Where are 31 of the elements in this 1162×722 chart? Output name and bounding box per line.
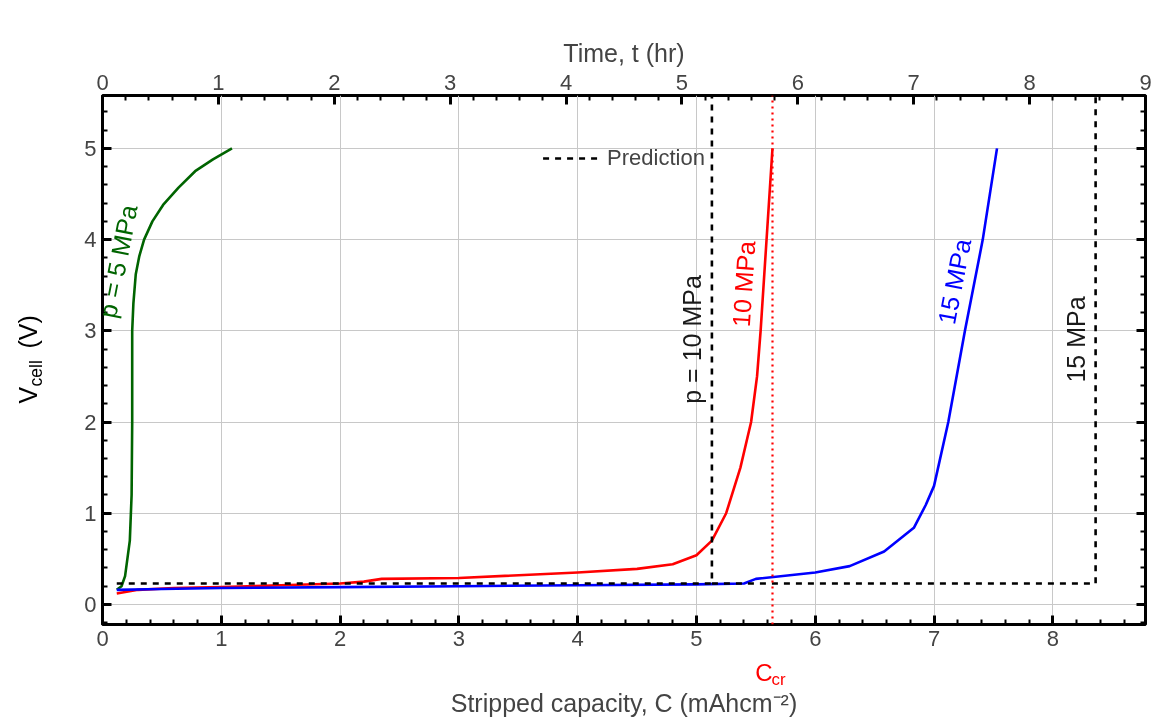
x-tick-label: 5 (690, 625, 703, 651)
x2-tick-label: 9 (1139, 69, 1152, 95)
x-tick-label: 6 (809, 625, 822, 651)
y-tick-label: 2 (84, 409, 97, 435)
x-tick-label: 7 (927, 625, 941, 651)
text: 15 MPa (932, 236, 977, 327)
x2-tick-label: 2 (328, 69, 341, 95)
y-tick-label: 0 (84, 591, 97, 617)
legend-label: Prediction (607, 145, 705, 171)
x2-tick-label: 4 (559, 69, 573, 95)
x2-tick-label: 7 (907, 69, 920, 95)
annotation: p = 10 MPa (677, 275, 706, 404)
y-axis-title: Vcell (V) (14, 315, 46, 404)
x2-tick-label: 6 (791, 69, 804, 95)
y-tick-label: 4 (84, 227, 97, 253)
x-tick-label: 4 (571, 625, 584, 651)
text: 10 MPa (726, 239, 761, 328)
x2-tick-label: 5 (675, 69, 689, 95)
x2-tick-label: 1 (212, 69, 225, 95)
x-tick-label: 2 (333, 625, 347, 651)
y-tick-label: 1 (84, 500, 97, 526)
y-tick-label: 3 (84, 318, 97, 344)
y-tick-label: 5 (84, 135, 97, 161)
x-tick-label: 3 (452, 625, 466, 651)
x2-tick-label: 3 (444, 69, 457, 95)
annotation: 15 MPa (1061, 296, 1090, 383)
x2-tick-label: 8 (1023, 69, 1036, 95)
x-tick-label: 8 (1046, 625, 1059, 651)
x-axis-title: Stripped capacity, C (mAhcm⁻²) (450, 688, 798, 717)
x2-axis-title: Time, t (hr) (563, 38, 685, 67)
x-tick-label: 1 (215, 625, 228, 651)
